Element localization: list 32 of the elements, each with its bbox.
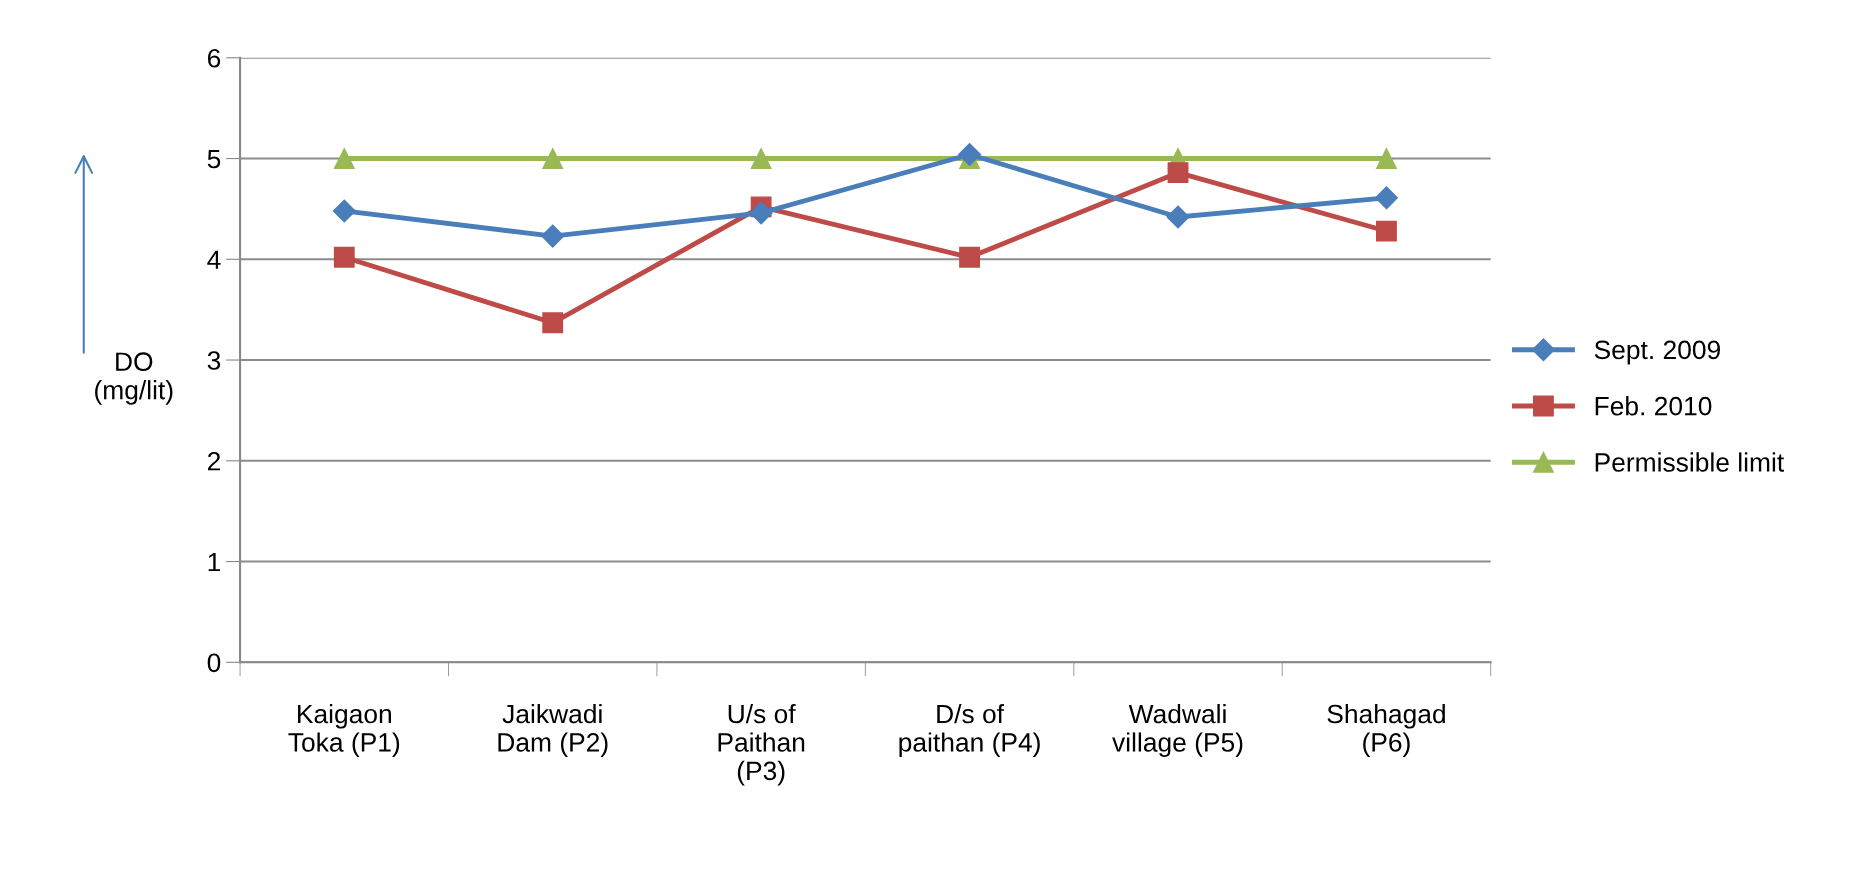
y-tick-label: 2 xyxy=(207,451,220,471)
point xyxy=(958,143,982,167)
point xyxy=(1374,186,1398,210)
x-tick-label: Shahagad (P6) xyxy=(1327,703,1445,757)
y-tick-label: 1 xyxy=(208,552,221,572)
point xyxy=(542,148,564,169)
point xyxy=(749,201,773,225)
point xyxy=(542,312,564,334)
point xyxy=(333,246,355,268)
point xyxy=(1167,162,1189,184)
point xyxy=(541,224,565,248)
point xyxy=(959,246,980,268)
point xyxy=(333,148,355,169)
x-tick-label: Jaikwadi Dam (P2) xyxy=(498,703,608,757)
x-tick-label: Wadwali village (P5) xyxy=(1112,703,1243,757)
point xyxy=(332,199,356,223)
x-tick-label: Kaigaon Toka (P1) xyxy=(288,703,400,757)
point xyxy=(1376,220,1397,242)
point xyxy=(1166,205,1190,229)
y-tick-label: 5 xyxy=(207,149,221,169)
legend-label: Feb. 2010 xyxy=(1595,396,1712,416)
legend-label: Sept. 2009 xyxy=(1594,340,1720,365)
legend-label: Permissible limit xyxy=(1595,452,1784,472)
y-axis-title: DO (mg/lit) xyxy=(95,352,173,405)
y-tick-label: 0 xyxy=(207,653,221,673)
x-tick-label: D/s of paithan (P4) xyxy=(899,703,1040,757)
y-tick-label: 3 xyxy=(207,351,221,370)
y-tick-label: 4 xyxy=(207,250,221,269)
y-tick-label: 6 xyxy=(207,48,221,68)
point xyxy=(750,148,772,169)
point xyxy=(1376,148,1397,169)
x-tick-label: U/s of Paithan (P3) xyxy=(718,703,805,786)
